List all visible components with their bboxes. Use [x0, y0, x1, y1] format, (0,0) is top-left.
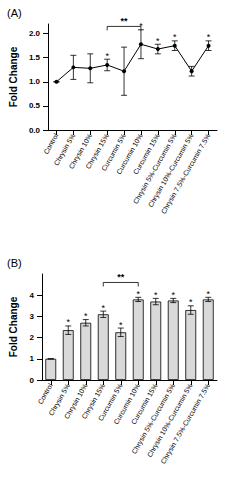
svg-text:Curcumin 5%: Curcumin 5% — [100, 132, 128, 173]
svg-text:Chrysin 5%-Curcumin 5%: Chrysin 5%-Curcumin 5% — [130, 382, 177, 455]
svg-text:Chrysin 15%: Chrysin 15% — [84, 132, 111, 171]
svg-text:*: * — [105, 51, 109, 61]
svg-text:3: 3 — [30, 312, 35, 321]
svg-text:Control: Control — [36, 382, 54, 405]
svg-text:Control: Control — [42, 132, 60, 155]
svg-text:1.0: 1.0 — [29, 77, 41, 86]
svg-text:*: * — [136, 289, 140, 299]
svg-text:Chrysin 10%-Curcumin 5%: Chrysin 10%-Curcumin 5% — [145, 382, 194, 459]
svg-text:Curcumin 15%: Curcumin 15% — [131, 132, 161, 176]
svg-text:Chrysin 7.5%-Curcumin 7.5%: Chrysin 7.5%-Curcumin 7.5% — [160, 132, 213, 215]
svg-text:Chrysin 10%-Curcumin 5%: Chrysin 10%-Curcumin 5% — [146, 132, 195, 209]
svg-text:1.5: 1.5 — [29, 53, 41, 62]
svg-text:*: * — [156, 36, 160, 46]
svg-text:Chrysin 5%: Chrysin 5% — [52, 132, 77, 167]
svg-text:Chrysin 5%: Chrysin 5% — [47, 382, 72, 417]
svg-text:1: 1 — [30, 354, 35, 363]
svg-text:*: * — [154, 290, 158, 300]
svg-text:**: ** — [121, 16, 129, 26]
svg-text:Fold Change: Fold Change — [8, 46, 19, 107]
svg-text:Curcumin 10%: Curcumin 10% — [112, 382, 142, 426]
svg-text:Curcumin 10%: Curcumin 10% — [115, 132, 144, 176]
svg-text:0: 0 — [30, 376, 35, 385]
svg-text:(B): (B) — [7, 257, 22, 269]
svg-text:**: ** — [117, 272, 125, 282]
svg-text:*: * — [66, 317, 70, 327]
svg-text:Fold Change: Fold Change — [8, 296, 19, 357]
svg-text:*: * — [206, 289, 210, 299]
svg-text:*: * — [207, 32, 211, 42]
svg-text:*: * — [189, 297, 193, 307]
svg-text:Chrysin 10%: Chrysin 10% — [67, 132, 94, 171]
svg-text:0.0: 0.0 — [29, 126, 41, 135]
svg-text:0.5: 0.5 — [29, 101, 41, 110]
svg-text:Curcumin 15%: Curcumin 15% — [129, 382, 159, 426]
svg-text:4: 4 — [30, 291, 35, 300]
svg-text:(A): (A) — [7, 7, 22, 19]
svg-text:*: * — [119, 320, 123, 330]
svg-text:Chrysin 5%-Curcumin 5%: Chrysin 5%-Curcumin 5% — [131, 132, 178, 205]
svg-text:*: * — [84, 311, 88, 321]
svg-text:Chrysin 10%: Chrysin 10% — [62, 382, 89, 421]
svg-text:*: * — [101, 303, 105, 313]
svg-text:*: * — [173, 32, 177, 42]
svg-text:Chrysin 15%: Chrysin 15% — [80, 382, 107, 421]
svg-text:2: 2 — [30, 333, 35, 342]
svg-text:Curcumin 5%: Curcumin 5% — [96, 382, 124, 423]
svg-text:2.0: 2.0 — [29, 29, 41, 38]
svg-text:*: * — [171, 290, 175, 300]
svg-text:Chrysin 7.5%-Curcumin 7.5%: Chrysin 7.5%-Curcumin 7.5% — [159, 382, 212, 465]
